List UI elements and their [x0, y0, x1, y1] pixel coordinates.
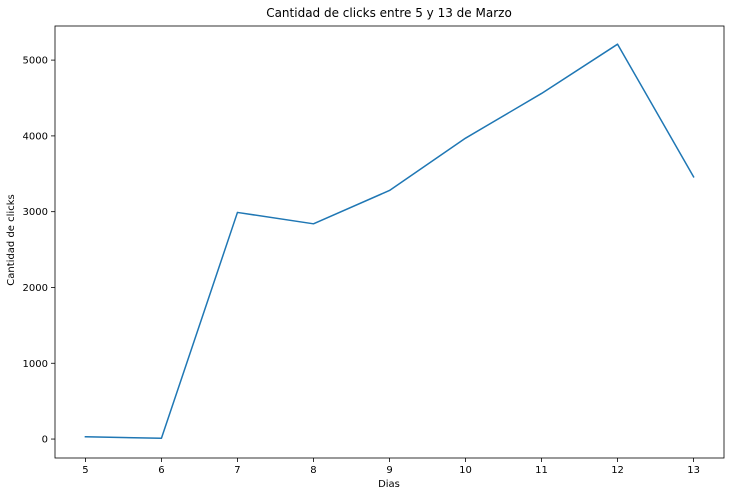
y-axis-label: Cantidad de clicks — [6, 194, 17, 285]
x-tick-label: 13 — [687, 465, 700, 476]
x-tick-label: 6 — [158, 465, 164, 476]
x-tick-label: 12 — [611, 465, 624, 476]
series-line-0 — [84, 43, 695, 440]
series-group — [84, 43, 695, 440]
x-tick-label: 9 — [386, 465, 392, 476]
y-axis-ticks: 0 1000 2000 3000 4000 5000 — [23, 56, 55, 446]
y-tick-label: 1000 — [23, 359, 48, 370]
y-tick-label: 0 — [42, 435, 48, 446]
y-tick-label: 3000 — [23, 207, 48, 218]
x-tick-label: 11 — [535, 465, 548, 476]
x-tick-label: 10 — [459, 465, 472, 476]
x-axis-ticks: 5 6 7 8 9 10 11 12 13 — [82, 458, 700, 476]
y-tick-label: 4000 — [23, 131, 48, 142]
chart-title: Cantidad de clicks entre 5 y 13 de Marzo — [266, 6, 512, 20]
y-tick-label: 5000 — [23, 56, 48, 67]
x-axis-label: Dias — [378, 479, 400, 490]
x-tick-label: 8 — [310, 465, 316, 476]
x-tick-label: 7 — [234, 465, 240, 476]
x-tick-label: 5 — [82, 465, 88, 476]
y-tick-label: 2000 — [23, 283, 48, 294]
